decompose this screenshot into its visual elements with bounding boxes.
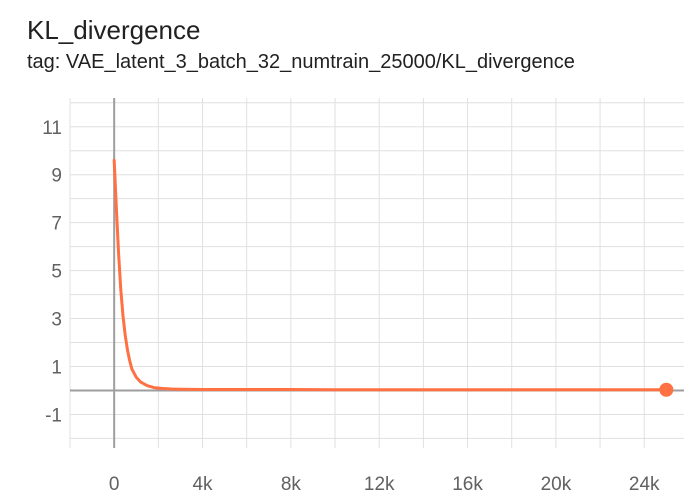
y-tick-label: 1 <box>51 357 62 378</box>
x-tick-label: 12k <box>364 474 395 495</box>
x-tick-label: 4k <box>192 474 213 495</box>
y-tick-label: 5 <box>51 262 62 283</box>
grid-lines <box>69 98 684 448</box>
chart-title: KL_divergence <box>27 15 201 45</box>
series-layer <box>112 158 674 397</box>
series-line <box>112 158 668 392</box>
y-tick-label: 11 <box>42 118 62 139</box>
x-tick-labels: 0 4k 8k 12k 16k 20k 24k <box>109 474 660 495</box>
last-point-marker[interactable] <box>659 382 674 397</box>
x-tick-label: 24k <box>629 474 660 495</box>
y-tick-label: 9 <box>51 166 62 187</box>
y-tick-label: -1 <box>45 405 62 426</box>
x-tick-label: 0 <box>109 474 120 495</box>
y-tick-label: 3 <box>51 310 62 331</box>
x-tick-label: 16k <box>452 474 483 495</box>
x-tick-label: 8k <box>281 474 302 495</box>
x-tick-label: 20k <box>541 474 572 495</box>
y-tick-label: 7 <box>51 214 62 235</box>
chart-tag: tag: VAE_latent_3_batch_32_numtrain_2500… <box>27 51 575 73</box>
y-tick-labels: 11 9 7 5 3 1 -1 <box>42 118 62 427</box>
